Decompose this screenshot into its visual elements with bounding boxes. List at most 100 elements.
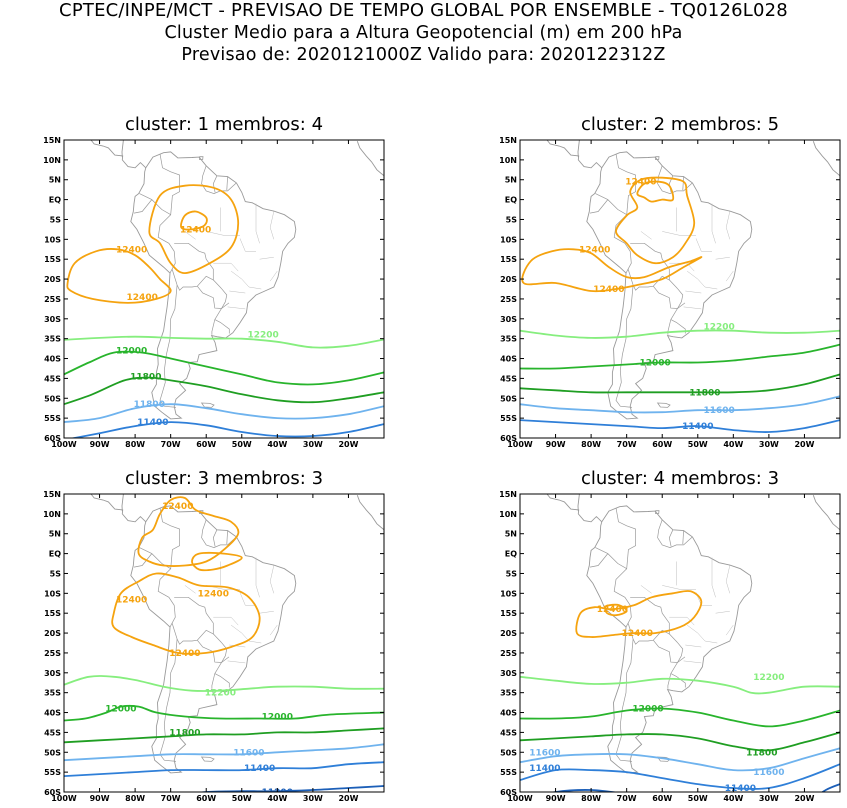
state-border: [683, 306, 702, 310]
coastline-central-america: [90, 140, 147, 169]
lon-tick-label: 80W: [581, 794, 601, 803]
contour-line: [520, 419, 840, 433]
lat-tick-label: 45S: [44, 374, 61, 383]
lat-tick-label: 55S: [500, 414, 517, 423]
contour-label: 11600: [529, 748, 560, 758]
state-border: [662, 585, 696, 590]
lat-tick-label: 15N: [43, 490, 61, 499]
lat-tick-label: 55S: [44, 414, 61, 423]
state-border: [711, 557, 716, 598]
country-border: [139, 507, 180, 570]
state-border: [685, 290, 702, 294]
lat-tick-label: 55S: [44, 768, 61, 777]
state-border: [269, 211, 275, 240]
chart-header: CPTEC/INPE/MCT - PREVISAO DE TEMPO GLOBA…: [0, 0, 847, 66]
contour-line: [520, 343, 840, 370]
country-border: [595, 153, 636, 216]
lat-tick-label: 40S: [44, 355, 61, 364]
contour-label: 12400: [180, 225, 211, 235]
lon-tick-label: 20W: [338, 440, 358, 449]
lon-tick-label: 70W: [617, 794, 637, 803]
state-border: [206, 231, 240, 236]
state-border: [255, 203, 260, 244]
lat-tick-label: 5S: [506, 569, 518, 578]
contour-label: 12400: [198, 589, 229, 599]
lat-tick-label: EQ: [505, 196, 517, 205]
lon-tick-label: 30W: [303, 440, 323, 449]
country-border: [615, 284, 634, 408]
lon-tick-label: 30W: [303, 794, 323, 803]
country-border: [589, 199, 609, 214]
country-border: [133, 199, 153, 214]
coastline-falklands: [656, 756, 671, 762]
country-border: [653, 633, 684, 663]
lon-tick-label: 40W: [267, 794, 287, 803]
lat-tick-label: 5S: [50, 215, 62, 224]
lat-tick-label: 45S: [500, 374, 517, 383]
country-border: [171, 596, 214, 645]
coastline-africa: [356, 141, 384, 177]
lon-tick-label: 60W: [652, 440, 672, 449]
contour-label: 12000: [632, 705, 663, 715]
contour-label: 12400: [593, 285, 624, 295]
coastline-falklands: [200, 402, 215, 408]
lon-tick-label: 80W: [125, 794, 145, 803]
state-border: [269, 624, 278, 636]
state-border: [686, 624, 718, 644]
coastline-south-america: [586, 505, 753, 774]
panel-title-1: cluster: 1 membros: 4: [124, 114, 324, 135]
lat-tick-label: 25S: [44, 649, 61, 658]
map-panel-1: 12400 12400 12400 12200 12000 11800 11800 11400…: [43, 136, 385, 449]
coastline-africa: [356, 495, 384, 531]
lon-tick-label: 20W: [338, 794, 358, 803]
contour-line: [520, 329, 840, 339]
contour-label: 11800: [134, 400, 165, 410]
country-border: [212, 175, 218, 193]
state-border: [725, 270, 734, 282]
country-border: [667, 673, 672, 689]
lat-tick-label: 15S: [500, 609, 517, 618]
lat-tick-label: 30S: [500, 669, 517, 678]
country-border: [615, 638, 634, 762]
state-border: [715, 256, 730, 260]
lon-tick-label: 90W: [546, 440, 566, 449]
lat-tick-label: 15N: [43, 136, 61, 145]
contour-label: 12000: [639, 359, 670, 369]
state-border: [227, 660, 246, 664]
contour-line: [520, 731, 840, 752]
lon-tick-label: 40W: [267, 440, 287, 449]
country-border: [211, 319, 216, 335]
contour-label: 11600: [753, 768, 784, 778]
contour-line: [604, 603, 628, 617]
state-border: [715, 610, 730, 614]
contour-line: [615, 176, 696, 265]
country-border: [682, 530, 684, 545]
lat-tick-label: 25S: [44, 295, 61, 304]
lat-tick-label: 10N: [43, 510, 61, 519]
contour-line: [64, 704, 384, 722]
lon-tick-label: 40W: [723, 794, 743, 803]
contour-line: [64, 761, 384, 777]
contour-label: 12200: [753, 673, 784, 683]
lon-tick-label: 50W: [232, 794, 252, 803]
map-plot-area: 12400 12400 12400 12200 12000 11800 11600 11400…: [499, 136, 841, 449]
lon-tick-label: 60W: [196, 440, 216, 449]
state-border: [686, 270, 718, 290]
map-frame: [63, 493, 385, 793]
contour-label: 12400: [162, 502, 193, 512]
state-border: [669, 262, 695, 272]
map-panel-4: 12400 12400 12200 12000 11800 11600 11600 11400…: [499, 490, 841, 803]
country-border: [157, 214, 176, 274]
lat-tick-label: 50S: [44, 748, 61, 757]
header-dates: Previsao de: 2020121000Z Valido para: 20…: [181, 45, 666, 65]
contour-label: 11800: [130, 372, 161, 382]
panel-title-2: cluster: 2 membros: 5: [580, 114, 780, 135]
contour-line: [575, 590, 703, 638]
lat-tick-label: EQ: [49, 196, 61, 205]
lon-tick-label: 60W: [652, 794, 672, 803]
country-border: [670, 302, 686, 320]
state-border: [229, 290, 246, 294]
contour-line: [111, 572, 261, 655]
country-border: [157, 568, 176, 628]
header-subtitle: Cluster Medio para a Altura Geopotencial…: [164, 23, 683, 43]
